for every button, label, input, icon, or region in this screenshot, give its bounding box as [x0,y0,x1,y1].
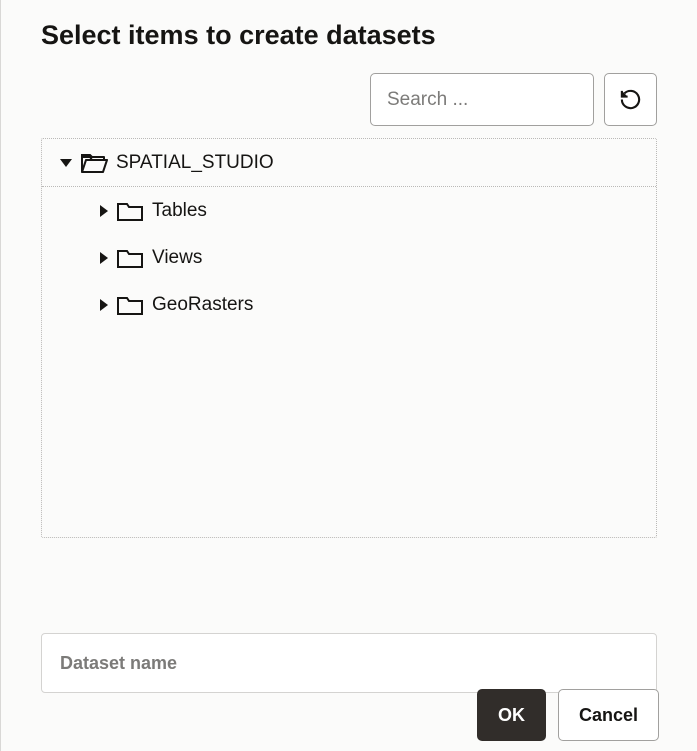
dialog-title: Select items to create datasets [41,20,657,51]
toolbar [41,73,657,126]
tree-node-label: SPATIAL_STUDIO [116,152,274,174]
footer-buttons: OK Cancel [477,689,659,741]
tree-node-root[interactable]: SPATIAL_STUDIO [42,139,656,186]
expand-arrow-icon [60,159,72,167]
dataset-name-wrap [41,633,657,693]
tree-view: SPATIAL_STUDIO Tables Views [41,138,657,538]
tree-node-label: Views [152,247,202,269]
collapse-arrow-icon [100,252,108,264]
search-input-wrap [370,73,594,126]
tree-children: Tables Views GeoRasters [42,186,656,328]
collapse-arrow-icon [100,205,108,217]
tree-node-georasters[interactable]: GeoRasters [42,281,656,328]
search-input[interactable] [387,89,577,111]
refresh-button[interactable] [604,73,657,126]
collapse-arrow-icon [100,299,108,311]
folder-open-icon [80,151,108,175]
tree-node-tables[interactable]: Tables [42,187,656,234]
folder-icon [116,246,144,270]
select-datasets-dialog: Select items to create datasets SPATIAL_… [1,0,697,751]
tree-node-views[interactable]: Views [42,234,656,281]
dataset-name-input[interactable] [41,633,657,693]
tree-node-label: GeoRasters [152,294,253,316]
folder-icon [116,293,144,317]
ok-button[interactable]: OK [477,689,546,741]
refresh-icon [619,88,642,111]
tree-node-label: Tables [152,200,207,222]
folder-icon [116,199,144,223]
cancel-button[interactable]: Cancel [558,689,659,741]
